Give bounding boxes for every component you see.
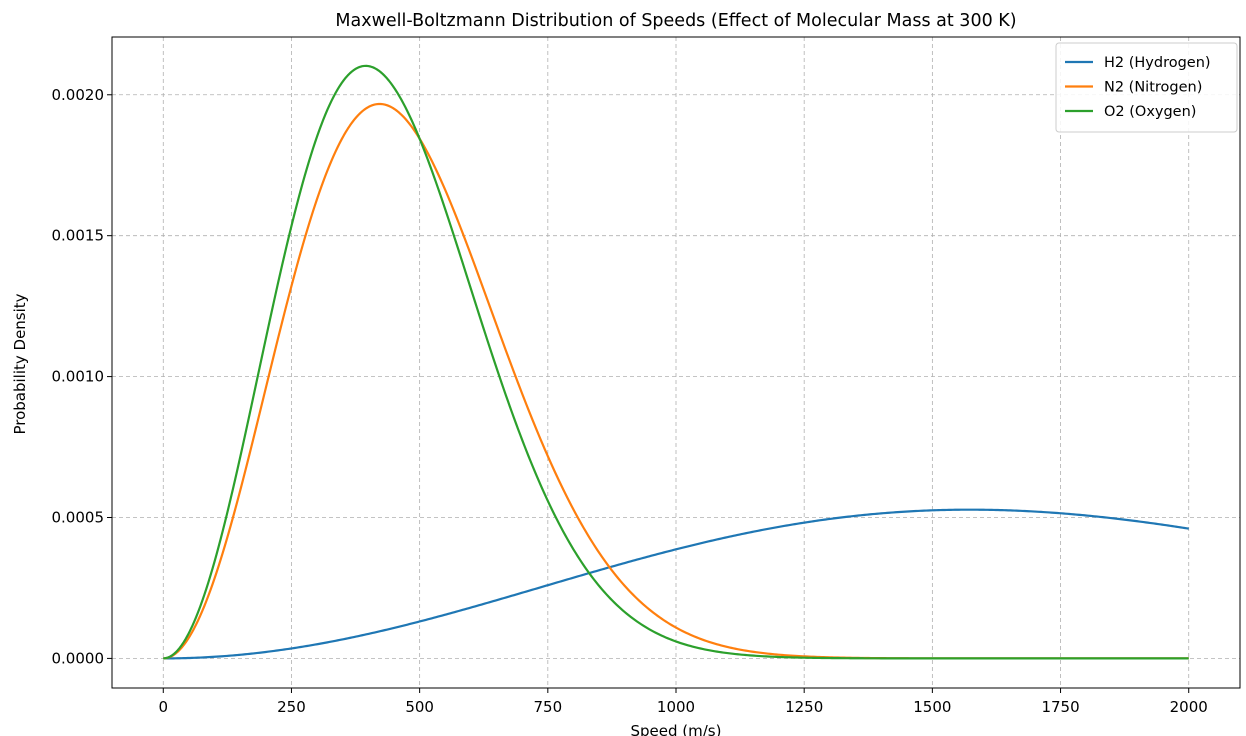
- y-tick-label: 0.0005: [52, 509, 105, 527]
- x-tick-label: 0: [158, 698, 168, 716]
- x-axis-ticks: 0 250 500 750 1000 1250 1500 1750 2000: [158, 688, 1208, 716]
- y-tick-label: 0.0020: [52, 86, 105, 104]
- x-tick-label: 500: [405, 698, 434, 716]
- x-tick-label: 1500: [913, 698, 951, 716]
- grid: [112, 37, 1240, 688]
- series-line-o2: [163, 64, 1189, 660]
- y-tick-label: 0.0015: [52, 227, 105, 245]
- legend-label-o2: O2 (Oxygen): [1104, 104, 1196, 120]
- x-tick-label: 2000: [1170, 698, 1208, 716]
- x-tick-label: 1750: [1041, 698, 1079, 716]
- y-axis-title: Probability Density: [11, 293, 29, 434]
- y-axis-ticks: 0.0000 0.0005 0.0010 0.0015 0.0020: [52, 86, 112, 667]
- x-axis-title: Speed (m/s): [631, 722, 722, 736]
- y-tick-label: 0.0000: [52, 649, 105, 667]
- series-layer: [163, 64, 1189, 660]
- legend: H2 (Hydrogen) N2 (Nitrogen) O2 (Oxygen): [1055, 42, 1238, 133]
- x-tick-label: 750: [533, 698, 562, 716]
- x-tick-label: 1250: [785, 698, 823, 716]
- y-tick-label: 0.0010: [52, 368, 105, 386]
- series-line-h2: [163, 508, 1189, 660]
- x-tick-label: 250: [277, 698, 306, 716]
- legend-label-n2: N2 (Nitrogen): [1104, 80, 1202, 96]
- legend-box: [1055, 42, 1238, 133]
- x-tick-label: 1000: [657, 698, 695, 716]
- legend-label-h2: H2 (Hydrogen): [1104, 55, 1211, 71]
- chart-title: Maxwell-Boltzmann Distribution of Speeds…: [335, 11, 1016, 31]
